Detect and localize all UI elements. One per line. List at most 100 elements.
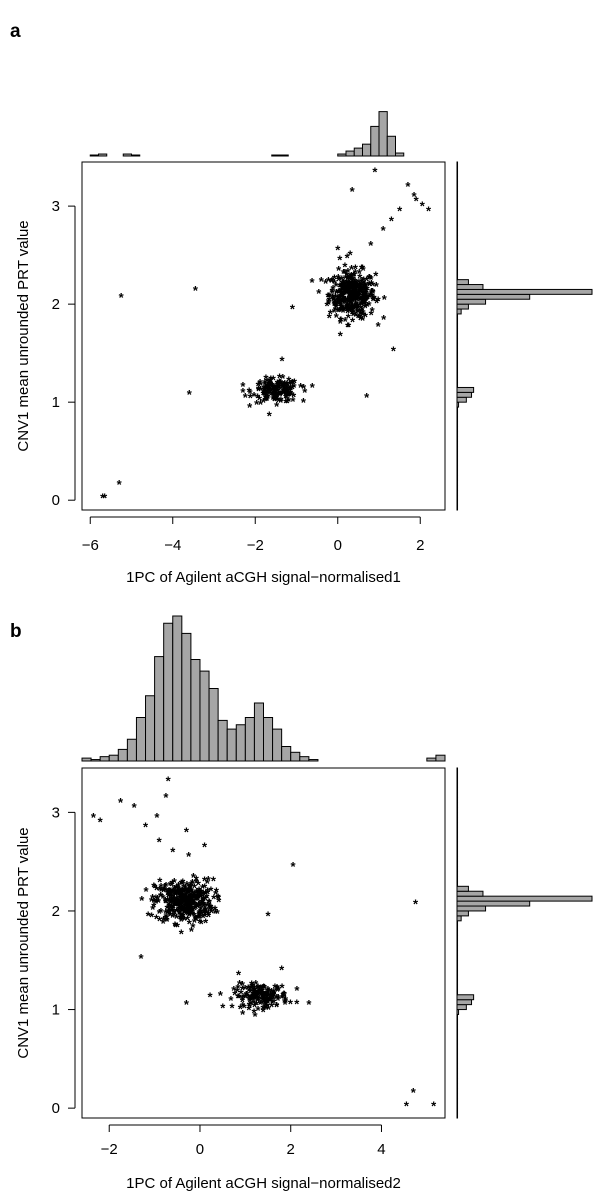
y-hist-bar <box>456 298 487 305</box>
scatter-point: * <box>347 279 353 294</box>
scatter-point: * <box>201 900 207 915</box>
scatter-point: * <box>284 381 290 396</box>
scatter-point: * <box>254 992 260 1007</box>
scatter-point: * <box>257 393 263 408</box>
scatter-point: * <box>272 384 278 399</box>
scatter-point: * <box>166 886 172 901</box>
y-hist-bar <box>456 475 459 482</box>
scatter-point: * <box>188 904 194 919</box>
scatter-point: * <box>270 996 276 1011</box>
scatter-point: * <box>341 292 347 307</box>
scatter-point: * <box>356 311 362 326</box>
scatter-point: * <box>181 891 187 906</box>
scatter-point: * <box>426 204 432 219</box>
scatter-point: * <box>361 291 367 306</box>
scatter-point: * <box>341 275 347 290</box>
scatter-point: * <box>266 384 272 399</box>
scatter-point: * <box>166 884 172 899</box>
scatter-point: * <box>290 302 296 317</box>
scatter-point: * <box>198 908 204 923</box>
scatter-point: * <box>178 912 184 927</box>
y-hist-bar <box>456 190 459 197</box>
scatter-point: * <box>351 277 357 292</box>
scatter-point: * <box>187 880 193 895</box>
scatter-point: * <box>364 288 370 303</box>
x-hist-bar <box>163 622 174 762</box>
scatter-point: * <box>180 875 186 890</box>
scatter-point: * <box>203 916 209 931</box>
scatter-point: * <box>275 393 281 408</box>
scatter-point: * <box>168 884 174 899</box>
y-hist-bar <box>456 1013 459 1020</box>
scatter-point: * <box>253 977 259 992</box>
scatter-point: * <box>348 295 354 310</box>
scatter-point: * <box>165 914 171 929</box>
y-hist-bar <box>456 905 487 912</box>
y-hist-bar <box>456 274 459 281</box>
scatter-point: * <box>302 385 308 400</box>
scatter-point: * <box>258 981 264 996</box>
y-hist-bar <box>456 200 459 207</box>
scatter-point: * <box>156 895 162 910</box>
scatter-point: * <box>357 271 363 286</box>
scatter-point: * <box>161 884 167 899</box>
scatter-point: * <box>220 1001 226 1016</box>
scatter-point: * <box>154 810 160 825</box>
scatter-point: * <box>184 896 190 911</box>
scatter-point: * <box>249 980 255 995</box>
x-axis: −6 −4 −2 0 2 1PC of Agilent aCGH signal−norma… <box>82 516 424 586</box>
scatter-point: * <box>389 213 395 228</box>
y-hist-bar <box>456 841 459 848</box>
scatter-point: * <box>342 266 348 281</box>
scatter-point: * <box>276 388 282 403</box>
x-hist-bar <box>345 150 355 157</box>
scatter-point: * <box>355 300 361 315</box>
scatter-point: * <box>251 389 257 404</box>
scatter-point: * <box>362 280 368 295</box>
scatter-point: * <box>198 899 204 914</box>
scatter-point: * <box>213 902 219 917</box>
scatter-point: * <box>181 881 187 896</box>
scatter-point: * <box>206 909 212 924</box>
y-hist-bar <box>456 269 459 276</box>
scatter-point: * <box>183 884 189 899</box>
scatter-point: * <box>271 387 277 402</box>
scatter-point: * <box>151 880 157 895</box>
scatter-point: * <box>358 284 364 299</box>
scatter-point: * <box>180 893 186 908</box>
scatter-point: * <box>261 387 267 402</box>
scatter-point: * <box>185 912 191 927</box>
scatter-point: * <box>340 290 346 305</box>
scatter-point: * <box>292 380 298 395</box>
scatter-point: * <box>144 884 150 899</box>
scatter-point: * <box>272 392 278 407</box>
scatter-point: * <box>272 384 278 399</box>
scatter-point: * <box>349 287 355 302</box>
scatter-point: * <box>340 289 346 304</box>
scatter-point: * <box>175 898 181 913</box>
scatter-point: * <box>202 839 208 854</box>
y-hist-bar <box>456 460 459 467</box>
scatter-point: * <box>348 296 354 311</box>
scatter-point: * <box>169 879 175 894</box>
scatter-point: * <box>249 993 255 1008</box>
scatter-point: * <box>192 888 198 903</box>
scatter-point: * <box>347 277 353 292</box>
scatter-point: * <box>263 382 269 397</box>
y-hist-bar <box>456 915 462 922</box>
scatter-point: * <box>354 283 360 298</box>
scatter-point: * <box>287 389 293 404</box>
scatter-point: * <box>340 293 346 308</box>
y-hist-bar <box>456 1102 459 1109</box>
scatter-point: * <box>346 276 352 291</box>
scatter-point: * <box>187 897 193 912</box>
scatter-point: * <box>186 898 192 913</box>
scatter-point: * <box>342 282 348 297</box>
scatter-point: * <box>264 391 270 406</box>
scatter-point: * <box>191 870 197 885</box>
scatter-point: * <box>154 912 160 927</box>
scatter-point: * <box>280 371 286 386</box>
scatter-point: * <box>335 292 341 307</box>
scatter-point: * <box>264 381 270 396</box>
y-hist-bar <box>456 1068 459 1075</box>
